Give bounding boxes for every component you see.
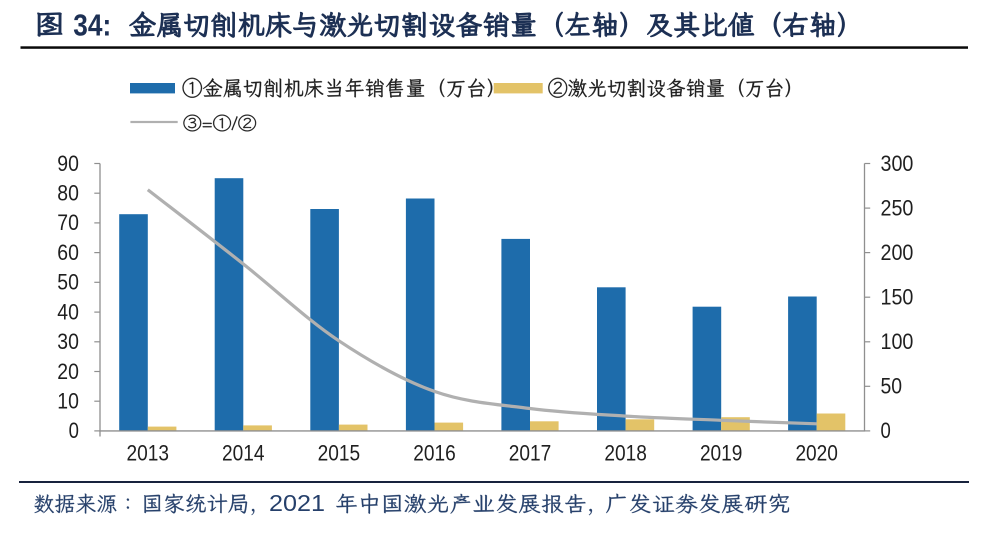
svg-text:100: 100: [881, 329, 914, 354]
svg-text:2018: 2018: [604, 441, 647, 466]
svg-text:34:: 34:: [73, 7, 111, 42]
svg-text:40: 40: [57, 299, 79, 324]
svg-text:10: 10: [57, 389, 79, 414]
svg-text:2021: 2021: [269, 490, 325, 516]
svg-text:300: 300: [881, 151, 914, 176]
svg-text:30: 30: [57, 329, 79, 354]
svg-text:2016: 2016: [413, 441, 456, 466]
svg-text:50: 50: [57, 270, 79, 295]
svg-text:70: 70: [57, 210, 79, 235]
svg-text:80: 80: [57, 181, 79, 206]
svg-text:2019: 2019: [700, 441, 743, 466]
svg-text:0: 0: [69, 418, 79, 443]
svg-text:2020: 2020: [795, 441, 838, 466]
svg-text:250: 250: [881, 195, 914, 220]
svg-text:90: 90: [57, 151, 79, 176]
svg-text:2013: 2013: [127, 441, 170, 466]
svg-text:2015: 2015: [318, 441, 361, 466]
svg-text:20: 20: [57, 359, 79, 384]
svg-text:2017: 2017: [509, 441, 552, 466]
svg-text:150: 150: [881, 285, 914, 310]
svg-text:50: 50: [881, 374, 903, 399]
svg-text:0: 0: [881, 418, 891, 443]
svg-text:60: 60: [57, 240, 79, 265]
svg-text:2014: 2014: [222, 441, 265, 466]
svg-text:200: 200: [881, 240, 914, 265]
